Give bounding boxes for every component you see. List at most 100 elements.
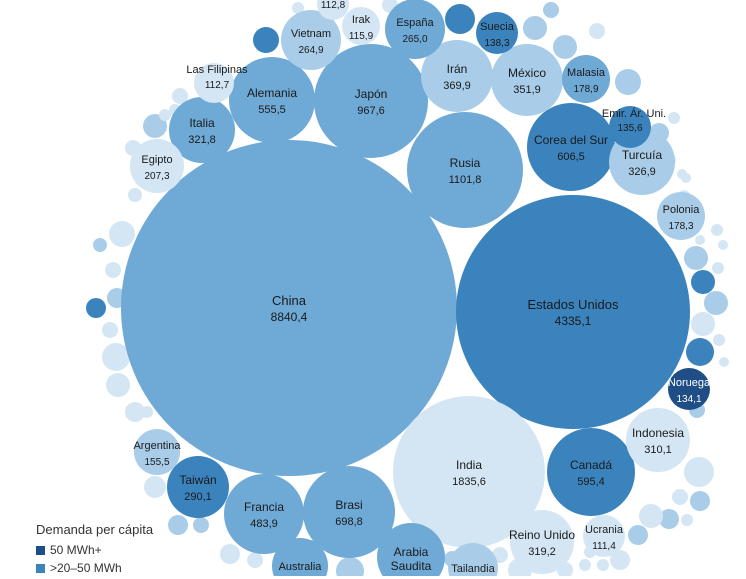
- label-ucrania: Ucrania: [585, 524, 624, 536]
- value-ucrania: 111,4: [592, 541, 616, 552]
- small-bubble: [691, 270, 715, 294]
- small-bubble: [143, 114, 167, 138]
- bubble-francia[interactable]: [224, 474, 304, 554]
- small-bubble: [579, 559, 591, 571]
- small-bubble: [589, 23, 605, 39]
- value-taiw-n: 290,1: [184, 491, 212, 503]
- bubble-ucrania[interactable]: [583, 515, 625, 557]
- legend-swatch-dark: [36, 545, 45, 555]
- label-brasi: Brasi: [335, 498, 362, 512]
- legend-title: Demanda per cápita: [36, 522, 154, 537]
- label-alemania: Alemania: [247, 86, 297, 100]
- bubble-rusia[interactable]: [407, 112, 523, 228]
- bubble-polonia[interactable]: [657, 192, 705, 240]
- label-reino-unido: Reino Unido: [509, 528, 575, 542]
- value-jap-n: 967,6: [357, 105, 385, 117]
- small-bubble: [681, 173, 691, 183]
- value-ir-n: 369,9: [443, 80, 471, 92]
- value-m-xico: 351,9: [513, 84, 541, 96]
- label-argentina: Argentina: [133, 440, 181, 452]
- bubble-ir-n[interactable]: [421, 40, 493, 112]
- bubble-egipto[interactable]: [130, 139, 184, 193]
- legend-item-mid: >20–50 MWh: [36, 561, 153, 575]
- bubble-brasi[interactable]: [303, 466, 395, 558]
- bubble-malasia[interactable]: [562, 55, 610, 103]
- bubble-canad[interactable]: [547, 428, 635, 516]
- label-canad: Canadá: [570, 458, 612, 472]
- small-bubble: [695, 235, 705, 245]
- small-bubble: [172, 88, 188, 104]
- small-bubble: [144, 476, 166, 498]
- bubble-arabia-saudita[interactable]: [377, 523, 445, 576]
- label-estados-unidos: Estados Unidos: [527, 297, 619, 312]
- small-bubble: [615, 69, 641, 95]
- small-bubble: [686, 338, 714, 366]
- legend: Demanda per cápita 50 MWh+ >20–50 MWh: [36, 522, 153, 579]
- value-indonesia: 310,1: [644, 444, 672, 456]
- bubble-australia[interactable]: [272, 538, 328, 576]
- bubble-reino-unido[interactable]: [510, 510, 574, 574]
- value-india: 1835,6: [452, 476, 486, 488]
- label-las-filipinas: Las Filipinas: [186, 64, 248, 76]
- bubble-noruega[interactable]: [668, 368, 710, 410]
- bubble-las-filipinas[interactable]: [194, 63, 234, 103]
- bubble-alemania[interactable]: [229, 57, 315, 143]
- small-bubble: [159, 109, 171, 121]
- value-vietnam: 264,9: [298, 45, 323, 56]
- small-bubble: [336, 557, 364, 576]
- small-bubble: [713, 334, 725, 346]
- bubble-suecia[interactable]: [476, 12, 518, 54]
- value-unnamed: 112,8: [321, 0, 346, 11]
- value-reino-unido: 319,2: [528, 546, 556, 558]
- small-bubble: [247, 552, 263, 568]
- value-china: 8840,4: [271, 310, 308, 324]
- label-m-xico: México: [508, 66, 546, 80]
- label-tailandia: Tailandia: [451, 563, 495, 575]
- bubble-vietnam[interactable]: [281, 10, 341, 70]
- small-bubble: [681, 514, 693, 526]
- bubble-emir-r-uni[interactable]: [609, 106, 651, 148]
- label-china: China: [272, 293, 307, 308]
- label-corea-del-sur: Corea del Sur: [534, 133, 608, 147]
- label-francia: Francia: [244, 500, 284, 514]
- small-bubble: [445, 4, 475, 34]
- label-indonesia: Indonesia: [632, 426, 684, 440]
- bubble-taiw-n[interactable]: [167, 456, 229, 518]
- label-arabia-saudita: Arabia Saudita: [391, 545, 432, 573]
- label-espa-a: España: [396, 17, 434, 29]
- value-corea-del-sur: 606,5: [557, 151, 585, 163]
- small-bubble: [105, 262, 121, 278]
- small-bubble: [684, 246, 708, 270]
- bubble-jap-n[interactable]: [314, 44, 428, 158]
- value-estados-unidos: 4335,1: [555, 314, 592, 328]
- country-bubbles-layer: China 8840,4 Estados Unidos 4335,1 India 1835…: [121, 0, 711, 576]
- label-emir-r-uni: Emir. Ár. Uni.: [602, 107, 666, 120]
- bubble-argentina[interactable]: [134, 429, 180, 475]
- small-bubble: [690, 491, 710, 511]
- bubble-estados-unidos[interactable]: [456, 195, 690, 429]
- small-bubble: [610, 550, 630, 570]
- bubble-indonesia[interactable]: [626, 408, 690, 472]
- value-egipto: 207,3: [144, 171, 169, 182]
- value-espa-a: 265,0: [402, 34, 427, 45]
- small-bubble: [704, 291, 728, 315]
- bubble-espa-a[interactable]: [385, 0, 445, 59]
- bubble-italia[interactable]: [169, 97, 235, 163]
- value-canad: 595,4: [577, 476, 605, 488]
- bubble-irak[interactable]: [342, 7, 380, 45]
- value-francia: 483,9: [250, 518, 278, 530]
- bubble-unnamed[interactable]: [317, 0, 349, 20]
- small-bubbles-layer: [86, 0, 729, 576]
- small-bubble: [109, 221, 135, 247]
- bubble-corea-del-sur[interactable]: [527, 103, 615, 191]
- small-bubble: [659, 509, 679, 529]
- bubble-india[interactable]: [393, 396, 545, 548]
- small-bubble: [106, 373, 130, 397]
- small-bubble: [691, 312, 715, 336]
- bubble-china[interactable]: [121, 140, 457, 476]
- bubble-tailandia[interactable]: [448, 543, 498, 576]
- label-vietnam: Vietnam: [291, 28, 331, 40]
- bubble-m-xico[interactable]: [491, 44, 563, 116]
- small-bubble: [639, 504, 663, 528]
